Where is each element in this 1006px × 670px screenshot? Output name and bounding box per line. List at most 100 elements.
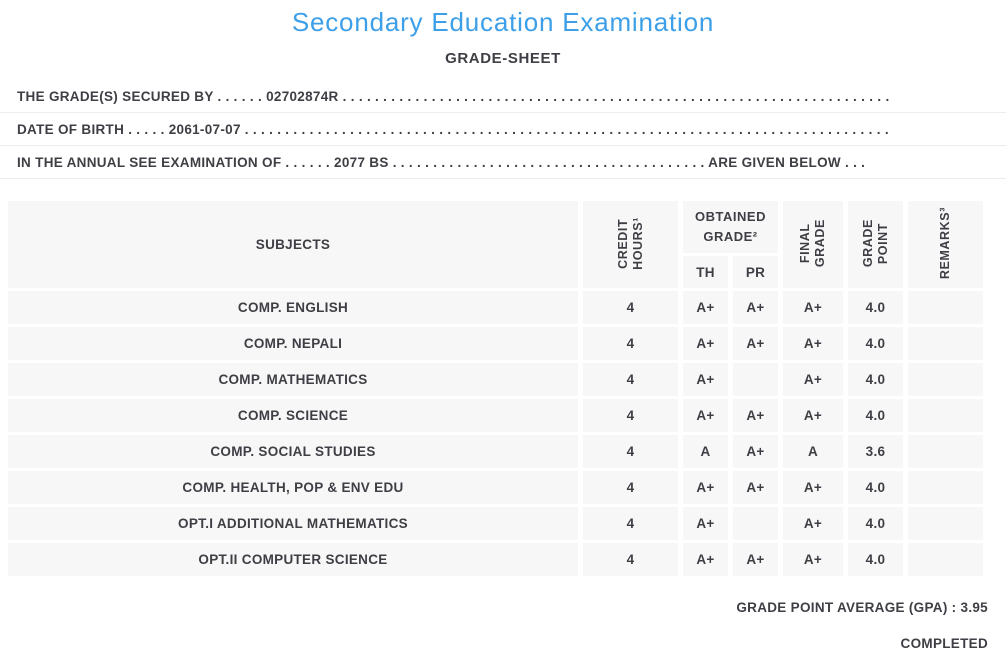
grade-point-cell: 4.0 <box>848 507 903 540</box>
table-row: COMP. ENGLISH 4 A+ A+ A+ 4.0 <box>8 291 983 324</box>
credit-hours-line2: HOURS¹ <box>630 216 645 270</box>
obtained-grade-line1: OBTAINED <box>695 208 766 224</box>
grade-point-cell: 4.0 <box>848 399 903 432</box>
credit-hours-cell: 4 <box>583 543 678 576</box>
credit-hours-cell: 4 <box>583 507 678 540</box>
pr-grade-cell: A+ <box>733 543 778 576</box>
pr-grade-cell: A+ <box>733 471 778 504</box>
candidate-info: THE GRADE(S) SECURED BY . . . . . . 0270… <box>0 80 1006 179</box>
remarks-cell <box>908 543 983 576</box>
subject-cell: COMP. SCIENCE <box>8 399 578 432</box>
pr-grade-cell <box>733 507 778 540</box>
table-row: COMP. SOCIAL STUDIES 4 A A+ A 3.6 <box>8 435 983 468</box>
obtained-grade-header: OBTAINED GRADE² <box>683 201 778 253</box>
gpa-summary: GRADE POINT AVERAGE (GPA) : 3.95 <box>736 600 988 615</box>
grade-point-cell: 4.0 <box>848 327 903 360</box>
subject-cell: OPT.II COMPUTER SCIENCE <box>8 543 578 576</box>
credit-hours-cell: 4 <box>583 363 678 396</box>
remarks-header: REMARKS³ <box>908 201 983 288</box>
remarks-rotated-label: REMARKS³ <box>938 206 952 280</box>
remarks-cell <box>908 471 983 504</box>
final-grade-cell: A+ <box>783 327 843 360</box>
final-grade-cell: A <box>783 435 843 468</box>
final-grade-line2: GRADE <box>813 218 827 268</box>
final-grade-cell: A+ <box>783 399 843 432</box>
th-grade-cell: A+ <box>683 507 728 540</box>
subject-cell: COMP. SOCIAL STUDIES <box>8 435 578 468</box>
remarks-cell <box>908 363 983 396</box>
remarks-cell <box>908 327 983 360</box>
credit-hours-cell: 4 <box>583 399 678 432</box>
grades-table-header: SUBJECTS CREDIT HOURS¹ OBTAINED GRADE² F <box>8 201 983 288</box>
table-row: COMP. SCIENCE 4 A+ A+ A+ 4.0 <box>8 399 983 432</box>
grades-table-body: COMP. ENGLISH 4 A+ A+ A+ 4.0 COMP. NEPAL… <box>8 291 983 576</box>
pr-grade-cell: A+ <box>733 291 778 324</box>
subject-cell: COMP. ENGLISH <box>8 291 578 324</box>
examination-text: IN THE ANNUAL SEE EXAMINATION OF . . . .… <box>17 154 866 170</box>
th-grade-cell: A+ <box>683 543 728 576</box>
credit-hours-header: CREDIT HOURS¹ <box>583 201 678 288</box>
final-grade-cell: A+ <box>783 471 843 504</box>
subject-cell: COMP. HEALTH, POP & ENV EDU <box>8 471 578 504</box>
info-line-examination: IN THE ANNUAL SEE EXAMINATION OF . . . .… <box>0 146 1006 179</box>
status-text: COMPLETED <box>900 636 988 651</box>
remarks-cell <box>908 507 983 540</box>
grades-table: SUBJECTS CREDIT HOURS¹ OBTAINED GRADE² F <box>3 198 988 579</box>
final-grade-line1: FINAL <box>798 223 812 263</box>
page-title: Secondary Education Examination <box>291 7 715 37</box>
th-grade-cell: A+ <box>683 471 728 504</box>
table-row: OPT.II COMPUTER SCIENCE 4 A+ A+ A+ 4.0 <box>8 543 983 576</box>
table-row: COMP. HEALTH, POP & ENV EDU 4 A+ A+ A+ 4… <box>8 471 983 504</box>
table-row: COMP. MATHEMATICS 4 A+ A+ 4.0 <box>8 363 983 396</box>
grade-point-line2: POINT <box>875 222 890 264</box>
secured-by-text: THE GRADE(S) SECURED BY . . . . . . 0270… <box>17 88 893 104</box>
obtained-grade-line2: GRADE² <box>703 229 758 244</box>
th-grade-cell: A <box>683 435 728 468</box>
grade-point-rotated-label: GRADE POINT <box>861 219 891 267</box>
pr-grade-cell: A+ <box>733 399 778 432</box>
pr-grade-cell <box>733 363 778 396</box>
subject-cell: COMP. NEPALI <box>8 327 578 360</box>
info-line-date-of-birth: DATE OF BIRTH . . . . . 2061-07-07 . . .… <box>0 113 1006 146</box>
remarks-cell <box>908 399 983 432</box>
final-grade-cell: A+ <box>783 507 843 540</box>
grade-point-header: GRADE POINT <box>848 201 903 288</box>
credit-hours-cell: 4 <box>583 327 678 360</box>
final-grade-cell: A+ <box>783 291 843 324</box>
remarks-cell <box>908 291 983 324</box>
pr-grade-cell: A+ <box>733 435 778 468</box>
table-row: OPT.I ADDITIONAL MATHEMATICS 4 A+ A+ 4.0 <box>8 507 983 540</box>
th-grade-cell: A+ <box>683 399 728 432</box>
subject-cell: COMP. MATHEMATICS <box>8 363 578 396</box>
grade-sheet-page: Secondary Education Examination GRADE-SH… <box>0 7 1006 651</box>
credit-hours-cell: 4 <box>583 291 678 324</box>
page-subtitle: GRADE-SHEET <box>445 50 561 67</box>
pr-grade-cell: A+ <box>733 327 778 360</box>
remarks-cell <box>908 435 983 468</box>
th-grade-cell: A+ <box>683 291 728 324</box>
credit-hours-rotated-label: CREDIT HOURS¹ <box>616 217 646 270</box>
grade-point-line1: GRADE <box>860 218 875 268</box>
obtained-grade-label: OBTAINED GRADE² <box>683 207 778 247</box>
pr-subheader: PR <box>733 256 778 288</box>
final-grade-header: FINAL GRADE <box>783 201 843 288</box>
table-row: COMP. NEPALI 4 A+ A+ A+ 4.0 <box>8 327 983 360</box>
grade-point-cell: 4.0 <box>848 471 903 504</box>
final-grade-cell: A+ <box>783 543 843 576</box>
grade-point-cell: 4.0 <box>848 363 903 396</box>
credit-hours-cell: 4 <box>583 471 678 504</box>
info-line-secured-by: THE GRADE(S) SECURED BY . . . . . . 0270… <box>0 80 1006 113</box>
date-of-birth-text: DATE OF BIRTH . . . . . 2061-07-07 . . .… <box>17 121 893 137</box>
final-grade-rotated-label: FINAL GRADE <box>798 219 828 267</box>
subjects-header: SUBJECTS <box>8 201 578 288</box>
credit-hours-cell: 4 <box>583 435 678 468</box>
final-grade-cell: A+ <box>783 363 843 396</box>
th-subheader: TH <box>683 256 728 288</box>
th-grade-cell: A+ <box>683 363 728 396</box>
subject-cell: OPT.I ADDITIONAL MATHEMATICS <box>8 507 578 540</box>
grade-point-cell: 4.0 <box>848 543 903 576</box>
credit-hours-line1: CREDIT <box>615 217 630 269</box>
th-grade-cell: A+ <box>683 327 728 360</box>
grade-point-cell: 4.0 <box>848 291 903 324</box>
grade-point-cell: 3.6 <box>848 435 903 468</box>
